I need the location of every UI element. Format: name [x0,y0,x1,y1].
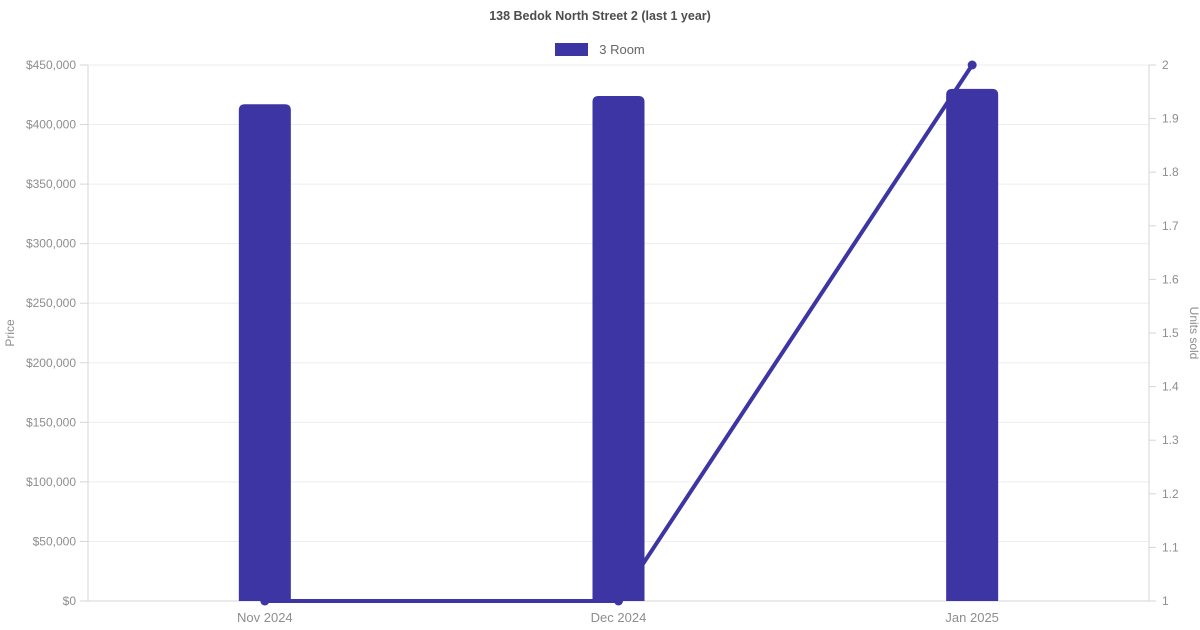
left-axis-tick-label: $400,000 [26,118,76,132]
left-axis-tick-label: $350,000 [26,177,76,191]
right-axis-tick-label: 1.3 [1162,433,1179,447]
left-axis-title: Price [3,319,17,347]
left-axis-tick-label: $450,000 [26,58,76,72]
x-axis-category-label: Nov 2024 [237,610,293,625]
right-axis-tick-label: 1.2 [1162,487,1179,501]
left-axis-tick-label: $0 [63,594,77,608]
right-axis-tick-label: 1.6 [1162,272,1179,286]
left-axis-tick-label: $100,000 [26,475,76,489]
units-sold-point [967,60,977,70]
x-axis-category-label: Jan 2025 [945,610,999,625]
legend-item-3-room[interactable]: 3 Room [555,42,645,57]
units-sold-point [260,596,270,606]
right-axis-tick-label: 1 [1162,594,1169,608]
legend-swatch-icon [555,43,589,56]
right-axis-tick-label: 1.8 [1162,165,1179,179]
right-axis-tick-label: 1.4 [1162,380,1179,394]
chart-legend: 3 Room [0,42,1200,57]
right-axis-title: Units sold [1187,307,1200,360]
price-bar [592,95,645,602]
price-bar [946,88,999,602]
right-axis-tick-label: 1.7 [1162,219,1179,233]
right-axis-tick-label: 1.9 [1162,112,1179,126]
left-axis-tick-label: $200,000 [26,356,76,370]
price-bar [238,104,291,601]
right-axis-tick-label: 1.5 [1162,326,1179,340]
left-axis-tick-label: $250,000 [26,296,76,310]
right-axis-tick-label: 1.1 [1162,540,1179,554]
left-axis-tick-label: $300,000 [26,237,76,251]
units-sold-point [614,596,623,606]
left-axis-tick-label: $150,000 [26,415,76,429]
legend-label: 3 Room [599,42,645,57]
x-axis-category-label: Dec 2024 [591,610,647,625]
left-axis-tick-label: $50,000 [33,534,77,548]
right-axis-tick-label: 2 [1162,58,1169,72]
chart-title: 138 Bedok North Street 2 (last 1 year) [489,9,711,23]
